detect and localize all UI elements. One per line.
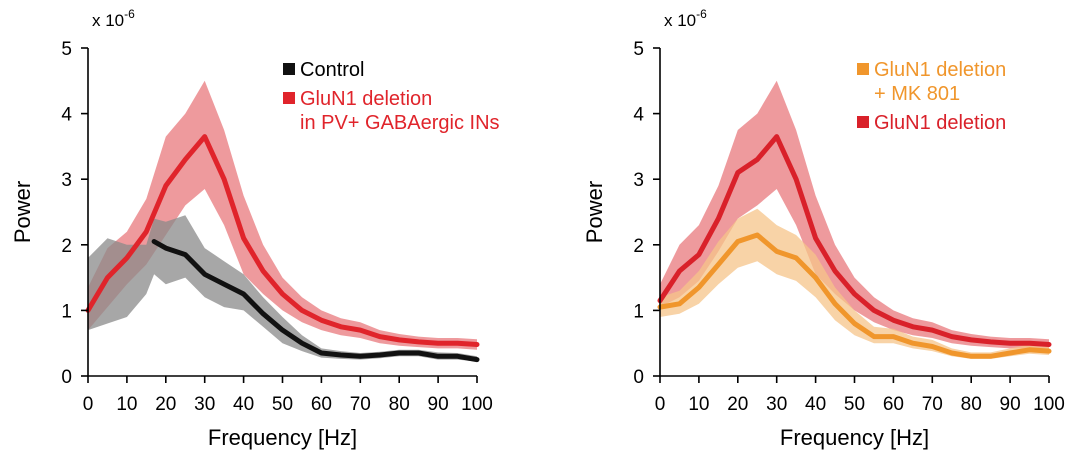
series-0-band [88,80,477,350]
y-tick-label: 4 [61,105,72,126]
legend-swatch [857,116,869,128]
series-1-line [657,232,1052,359]
y-tick-label: 0 [61,367,72,388]
x-tick-label: 30 [766,394,787,415]
series-0-line [657,134,1052,347]
x-tick-label: 80 [961,394,982,415]
x-tick-label: 40 [805,394,826,415]
x-tick-label: 80 [389,394,410,415]
x-tick-label: 20 [727,394,748,415]
x-tick-label: 40 [233,394,254,415]
x-tick-label: 60 [311,394,332,415]
x-tick-label: 50 [272,394,293,415]
scale-factor: x 10-6 [92,7,135,30]
scale-exponent: -6 [696,7,707,21]
x-tick-label: 100 [1033,394,1065,415]
scale-factor: x 10-6 [664,7,707,30]
x-tick-label: 60 [883,394,904,415]
legend-label: GluN1 deletion [874,112,1006,134]
x-tick-label: 20 [155,394,176,415]
series-1-band [660,208,1049,359]
x-tick-label: 30 [194,394,215,415]
y-tick-label: 1 [633,301,644,322]
legend-swatch [283,63,295,75]
series-0-line [85,134,480,347]
x-tick-label: 50 [844,394,865,415]
x-axis-label: Frequency [Hz] [780,425,929,450]
series-1-line [151,239,480,363]
legend-label: Control [300,59,364,81]
y-axis-label: Power [10,181,35,243]
x-tick-label: 100 [461,394,493,415]
x-tick-label: 10 [116,394,137,415]
x-tick-label: 70 [350,394,371,415]
y-tick-label: 2 [633,236,644,257]
y-tick-label: 0 [633,367,644,388]
y-tick-label: 5 [633,39,644,60]
y-tick-label: 4 [633,105,644,126]
y-tick-label: 3 [61,170,72,191]
y-tick-label: 3 [633,170,644,191]
legend-swatch [857,63,869,75]
x-tick-label: 0 [655,394,666,415]
y-axis-label: Power [582,181,607,243]
x-tick-label: 70 [922,394,943,415]
x-axis-label: Frequency [Hz] [208,425,357,450]
legend-label: + MK 801 [874,83,960,105]
x-tick-label: 0 [83,394,94,415]
legend-swatch [283,92,295,104]
y-tick-label: 5 [61,39,72,60]
y-tick-label: 2 [61,236,72,257]
x-tick-label: 10 [688,394,709,415]
legend-label: GluN1 deletion [874,59,1006,81]
legend-label: GluN1 deletion [300,88,432,110]
scale-exponent: -6 [124,7,135,21]
x-tick-label: 90 [428,394,449,415]
series-0-band [660,80,1049,350]
x-tick-label: 90 [1000,394,1021,415]
y-tick-label: 1 [61,301,72,322]
legend-label: in PV+ GABAergic INs [300,112,500,134]
series-1-band [88,215,477,362]
